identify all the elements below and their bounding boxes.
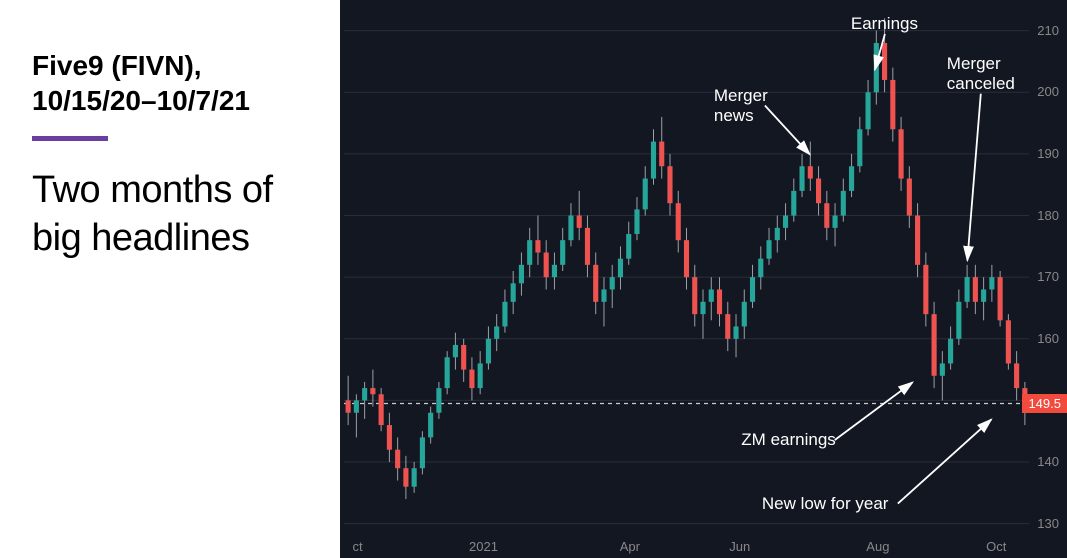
candlestick-chart [340,0,1067,558]
ticker-title: Five9 (FIVN), 10/15/20–10/7/21 [32,48,308,118]
y-axis-label: 180 [1037,208,1059,223]
chart-panel[interactable]: 130140150160170180190200210ct2021AprJunA… [340,0,1067,558]
left-panel: Five9 (FIVN), 10/15/20–10/7/21 Two month… [0,0,340,558]
x-axis-label: Apr [620,539,640,554]
current-price-tag: 149.5 [1022,394,1067,413]
x-axis-label: Oct [986,539,1006,554]
headline-text: Two months of big headlines [32,167,308,262]
ticker-line1: Five9 (FIVN), [32,50,202,81]
y-axis-label: 210 [1037,23,1059,38]
y-axis-label: 140 [1037,454,1059,469]
x-axis-label: ct [353,539,363,554]
x-axis-label: Jun [729,539,750,554]
y-axis-label: 160 [1037,331,1059,346]
main-container: Five9 (FIVN), 10/15/20–10/7/21 Two month… [0,0,1067,558]
y-axis-label: 170 [1037,269,1059,284]
y-axis-label: 190 [1037,146,1059,161]
ticker-line2: 10/15/20–10/7/21 [32,85,250,116]
y-axis-label: 130 [1037,516,1059,531]
x-axis-label: Aug [866,539,889,554]
y-axis-label: 200 [1037,84,1059,99]
title-underline [32,136,108,141]
x-axis-label: 2021 [469,539,498,554]
